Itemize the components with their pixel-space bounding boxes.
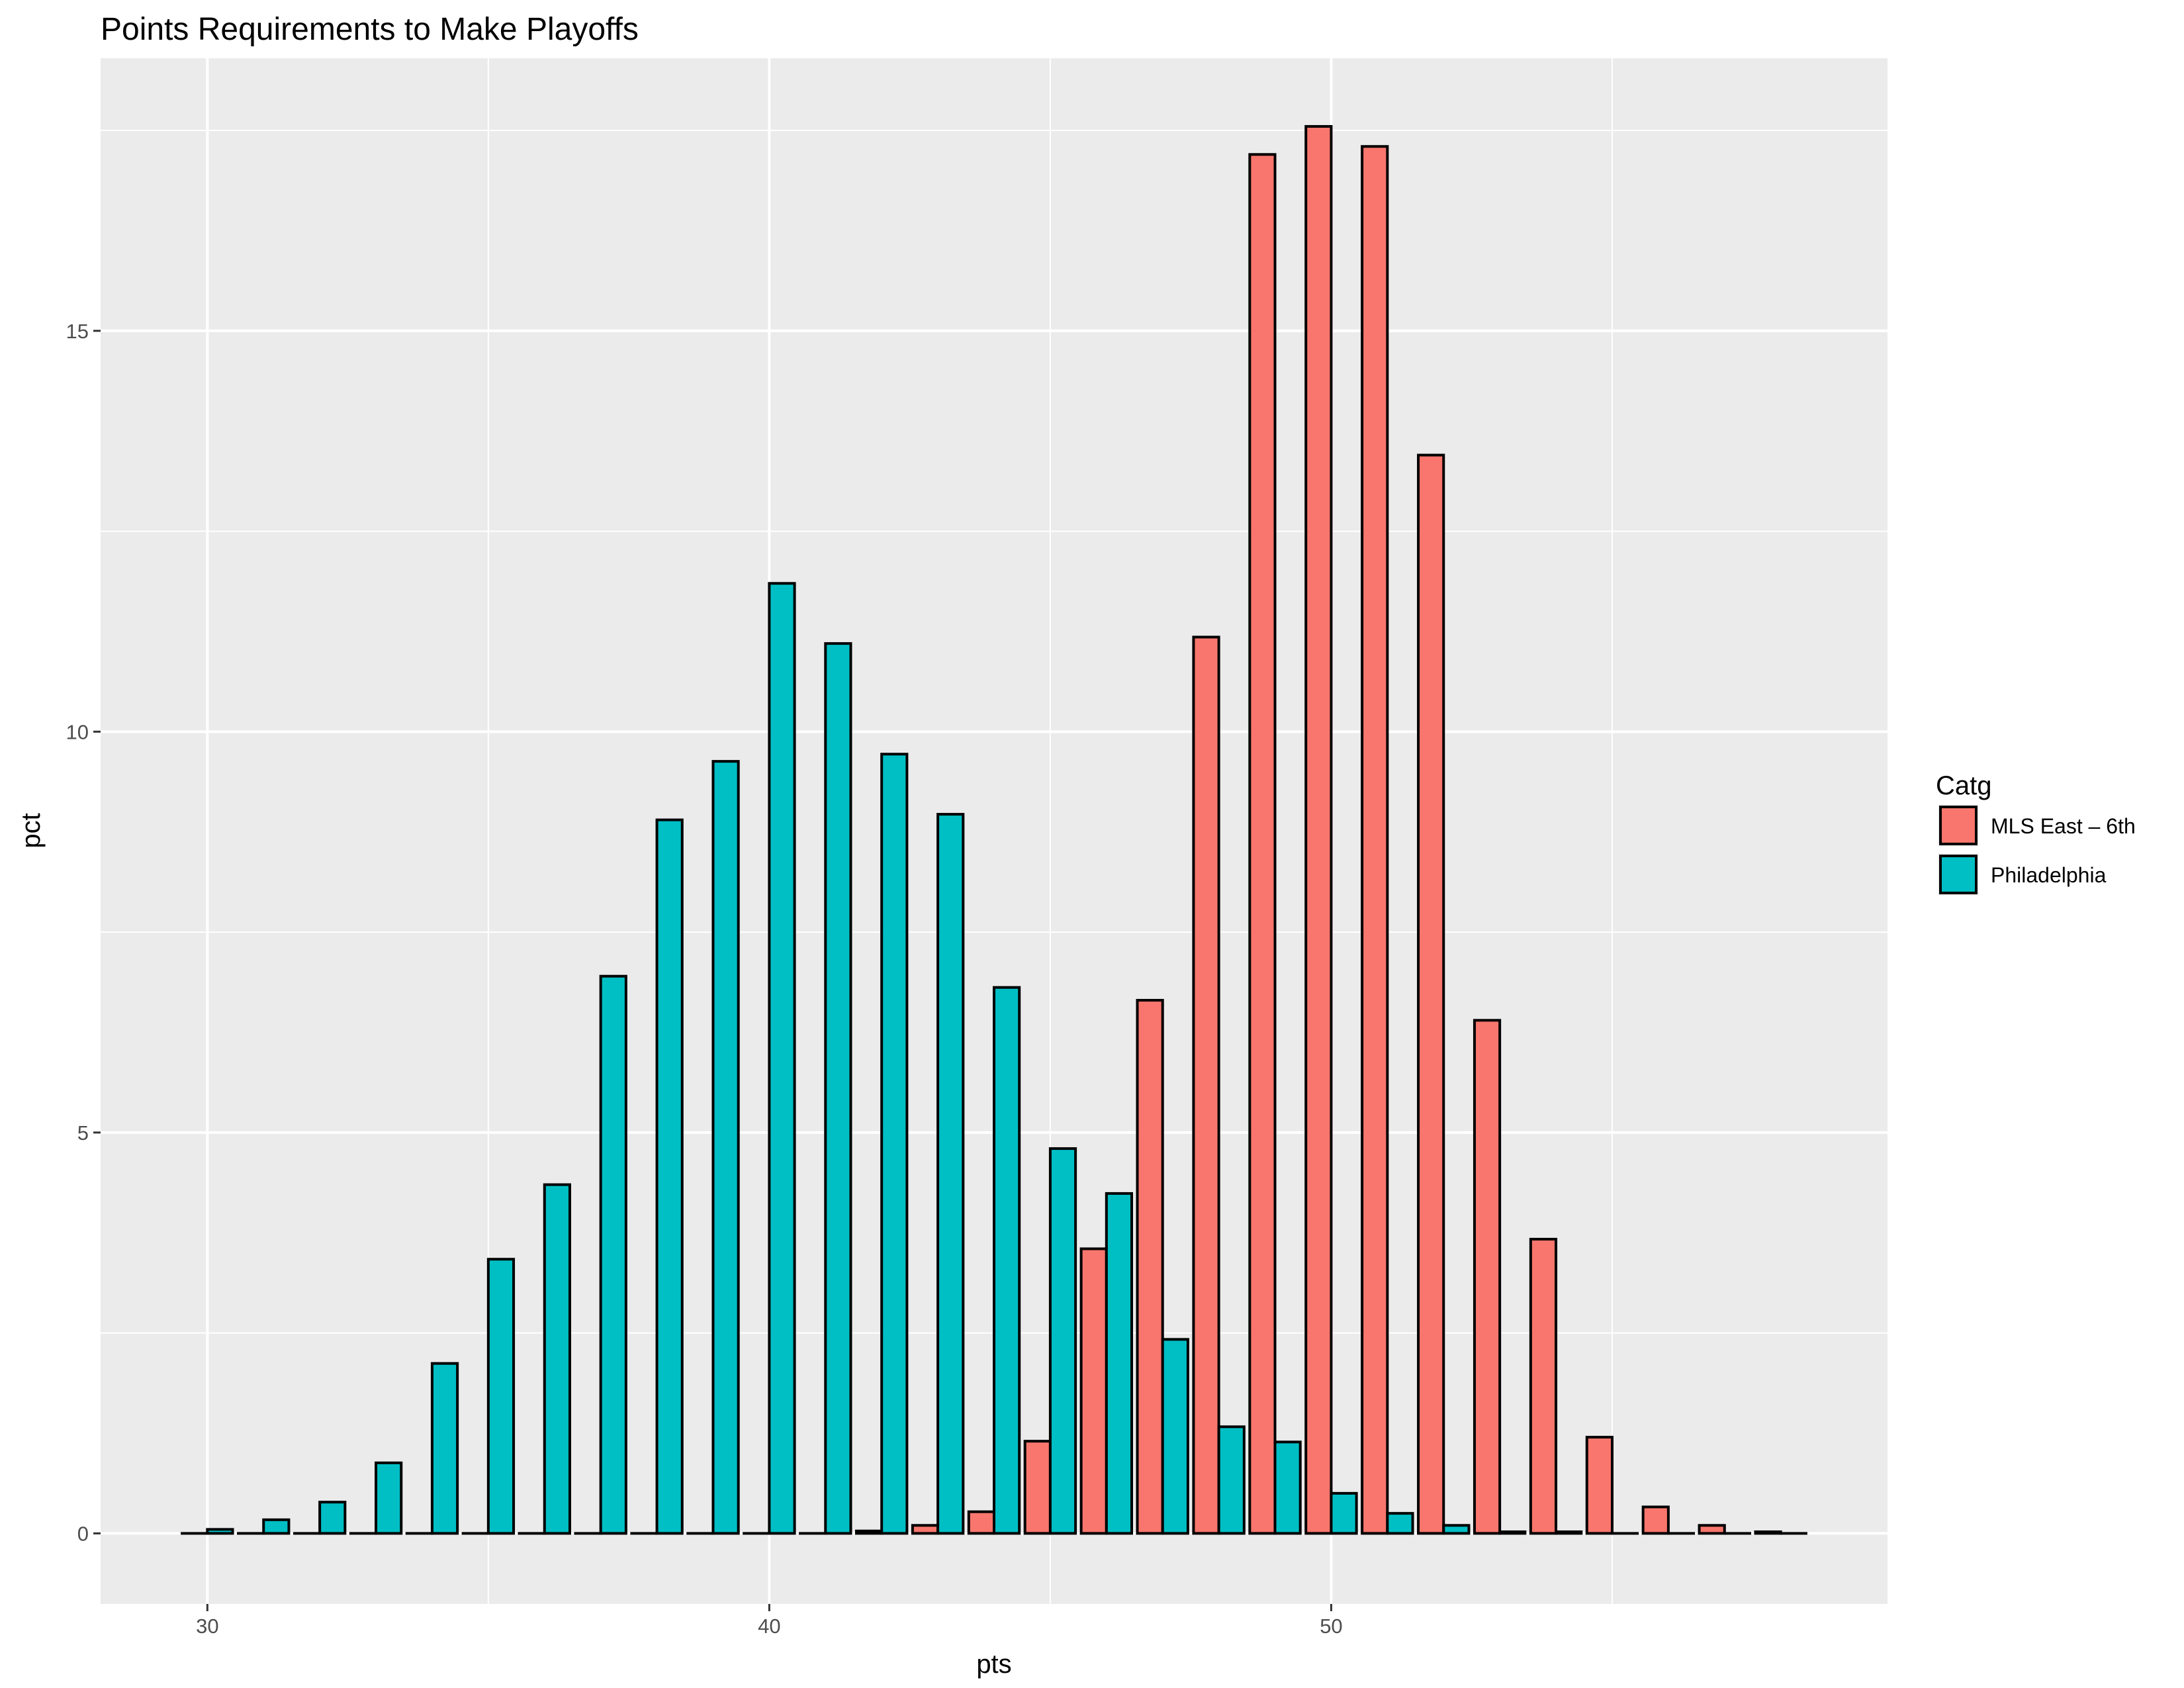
bar	[1105, 1192, 1134, 1535]
chart-title: Points Requirements to Make Playoffs	[101, 12, 639, 47]
legend-label: MLS East – 6th	[1991, 814, 2136, 838]
x-axis: 30 40 50	[196, 1604, 1343, 1638]
bar	[1192, 635, 1220, 1535]
bar	[1136, 999, 1164, 1535]
bar	[1079, 1247, 1108, 1535]
x-tick-label: 30	[196, 1615, 218, 1638]
legend-key	[1939, 806, 1978, 845]
y-axis-title: pct	[17, 813, 46, 848]
bar	[375, 1461, 403, 1535]
bar	[1361, 145, 1389, 1535]
y-tick-label: 15	[66, 320, 89, 343]
legend-label: Philadelphia	[1991, 863, 2107, 887]
bar	[655, 818, 684, 1535]
legend-title: Catg	[1936, 771, 1992, 800]
bars	[181, 124, 1807, 1535]
bar	[1304, 124, 1333, 1535]
bar	[824, 642, 852, 1535]
bar	[1498, 1530, 1527, 1535]
bar	[1641, 1505, 1670, 1535]
bar	[711, 760, 740, 1535]
bar	[1417, 453, 1445, 1535]
bar	[1529, 1237, 1558, 1535]
bar	[1698, 1524, 1726, 1535]
x-tick-label: 40	[758, 1615, 780, 1638]
bar	[768, 582, 796, 1535]
bar	[262, 1518, 291, 1535]
bar	[1555, 1530, 1583, 1535]
bar	[911, 1524, 940, 1535]
bar	[1330, 1491, 1358, 1535]
y-axis: 0 5 10 15	[66, 320, 101, 1545]
bar	[430, 1362, 459, 1535]
y-tick-label: 0	[77, 1522, 89, 1545]
bar	[1023, 1440, 1052, 1535]
bar	[1386, 1512, 1414, 1535]
bar	[1754, 1530, 1782, 1535]
bar	[854, 1529, 884, 1535]
y-tick-label: 5	[77, 1121, 89, 1145]
bar	[1161, 1338, 1189, 1535]
bar	[1442, 1524, 1471, 1535]
bar	[206, 1528, 234, 1535]
bar	[1273, 1440, 1302, 1535]
bar	[1248, 153, 1277, 1535]
bar	[1048, 1147, 1077, 1535]
bar	[543, 1183, 571, 1535]
bar	[1585, 1436, 1614, 1535]
bar	[599, 974, 627, 1535]
bar	[967, 1510, 996, 1535]
bar	[486, 1258, 516, 1535]
bar	[1473, 1019, 1502, 1535]
grid-minor	[101, 58, 1888, 1604]
bar	[1217, 1425, 1246, 1535]
legend: Catg MLS East – 6th Philadelphia	[1936, 771, 2136, 896]
bar	[880, 753, 909, 1535]
bar	[318, 1501, 347, 1535]
y-tick-label: 10	[66, 720, 89, 743]
x-tick-label: 50	[1320, 1615, 1342, 1638]
x-axis-title: pts	[976, 1650, 1011, 1679]
bar	[993, 986, 1021, 1535]
bar	[936, 813, 965, 1535]
legend-key	[1939, 855, 1978, 894]
